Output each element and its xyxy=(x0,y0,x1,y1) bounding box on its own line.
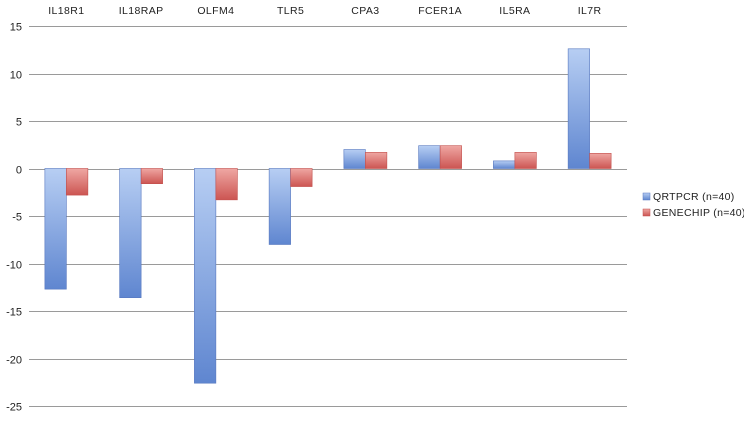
bar-genechip-il7r xyxy=(589,153,612,169)
bar-genechip-tlr5 xyxy=(290,168,313,187)
category-label: IL5RA xyxy=(499,5,530,17)
category-label: TLR5 xyxy=(277,5,304,17)
gridlines xyxy=(29,26,627,407)
legend: QRTPCR (n=40) GENECHIP (n=40) xyxy=(642,191,744,219)
bar-qrtpcr-tlr5 xyxy=(268,168,291,245)
bar-genechip-olfm4 xyxy=(215,168,238,201)
bar-genechip-fcer1a xyxy=(439,145,462,169)
y-tick-label: 5 xyxy=(16,117,22,129)
bar-qrtpcr-fcer1a xyxy=(418,145,441,169)
y-tick-label: 10 xyxy=(10,70,22,82)
bar-genechip-il18r1 xyxy=(66,168,89,196)
y-axis-ticks: 15 10 5 0 -5 -10 -15 -20 -25 xyxy=(6,22,22,414)
y-tick-label: -25 xyxy=(6,402,22,414)
category-label: IL7R xyxy=(578,5,602,17)
bars xyxy=(44,48,612,384)
y-tick-label: -10 xyxy=(6,260,22,272)
category-label: FCER1A xyxy=(418,5,462,17)
bar-qrtpcr-il5ra xyxy=(493,160,516,169)
legend-label: GENECHIP (n=40) xyxy=(653,207,744,219)
y-tick-label: 0 xyxy=(16,165,22,177)
bar-qrtpcr-il18r1 xyxy=(44,168,67,290)
category-label: IL18RAP xyxy=(119,5,164,17)
category-label: CPA3 xyxy=(351,5,379,17)
bar-genechip-il5ra xyxy=(514,152,537,169)
legend-swatch xyxy=(642,192,651,201)
y-tick-label: -15 xyxy=(6,307,22,319)
legend-label: QRTPCR (n=40) xyxy=(653,191,735,203)
category-labels: IL18R1 IL18RAP OLFM4 TLR5 CPA3 FCER1A IL5RA IL7… xyxy=(48,5,601,17)
legend-swatch xyxy=(642,208,651,217)
category-label: IL18R1 xyxy=(48,5,84,17)
category-label: OLFM4 xyxy=(197,5,234,17)
y-tick-label: -20 xyxy=(6,355,22,367)
bar-genechip-cpa3 xyxy=(365,152,388,169)
bar-qrtpcr-olfm4 xyxy=(194,168,217,384)
y-tick-label: -5 xyxy=(12,212,22,224)
bar-qrtpcr-il18rap xyxy=(119,168,142,298)
bar-qrtpcr-cpa3 xyxy=(343,149,366,169)
bar-genechip-il18rap xyxy=(140,168,163,184)
y-tick-label: 15 xyxy=(10,22,22,34)
bar-qrtpcr-il7r xyxy=(567,48,590,169)
